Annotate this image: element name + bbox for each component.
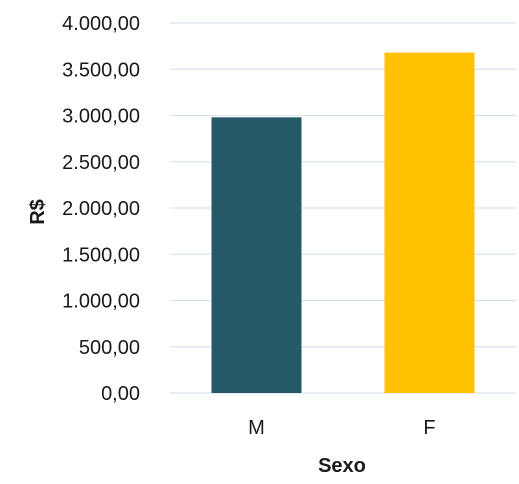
y-axis-title: R$	[27, 199, 49, 225]
y-tick-label: 0,00	[101, 383, 140, 405]
y-tick-label: 3.000,00	[62, 106, 140, 128]
y-tick-label: 3.500,00	[62, 59, 140, 81]
bar-m	[211, 117, 302, 393]
y-tick-labels: 0,00 500,00 1.000,00 1.500,00 2.000,00 2.500,…	[62, 13, 140, 405]
bars	[211, 52, 475, 393]
y-tick-label: 1.000,00	[62, 291, 140, 313]
y-tick-label: 500,00	[79, 337, 140, 359]
y-tick-label: 2.000,00	[62, 198, 140, 220]
x-axis-title: Sexo	[318, 455, 366, 477]
x-tick-label: M	[248, 417, 265, 439]
y-tick-label: 2.500,00	[62, 152, 140, 174]
bar-f	[384, 52, 475, 393]
y-tick-label: 1.500,00	[62, 244, 140, 266]
y-tick-label: 4.000,00	[62, 13, 140, 35]
x-tick-label: F	[423, 417, 435, 439]
